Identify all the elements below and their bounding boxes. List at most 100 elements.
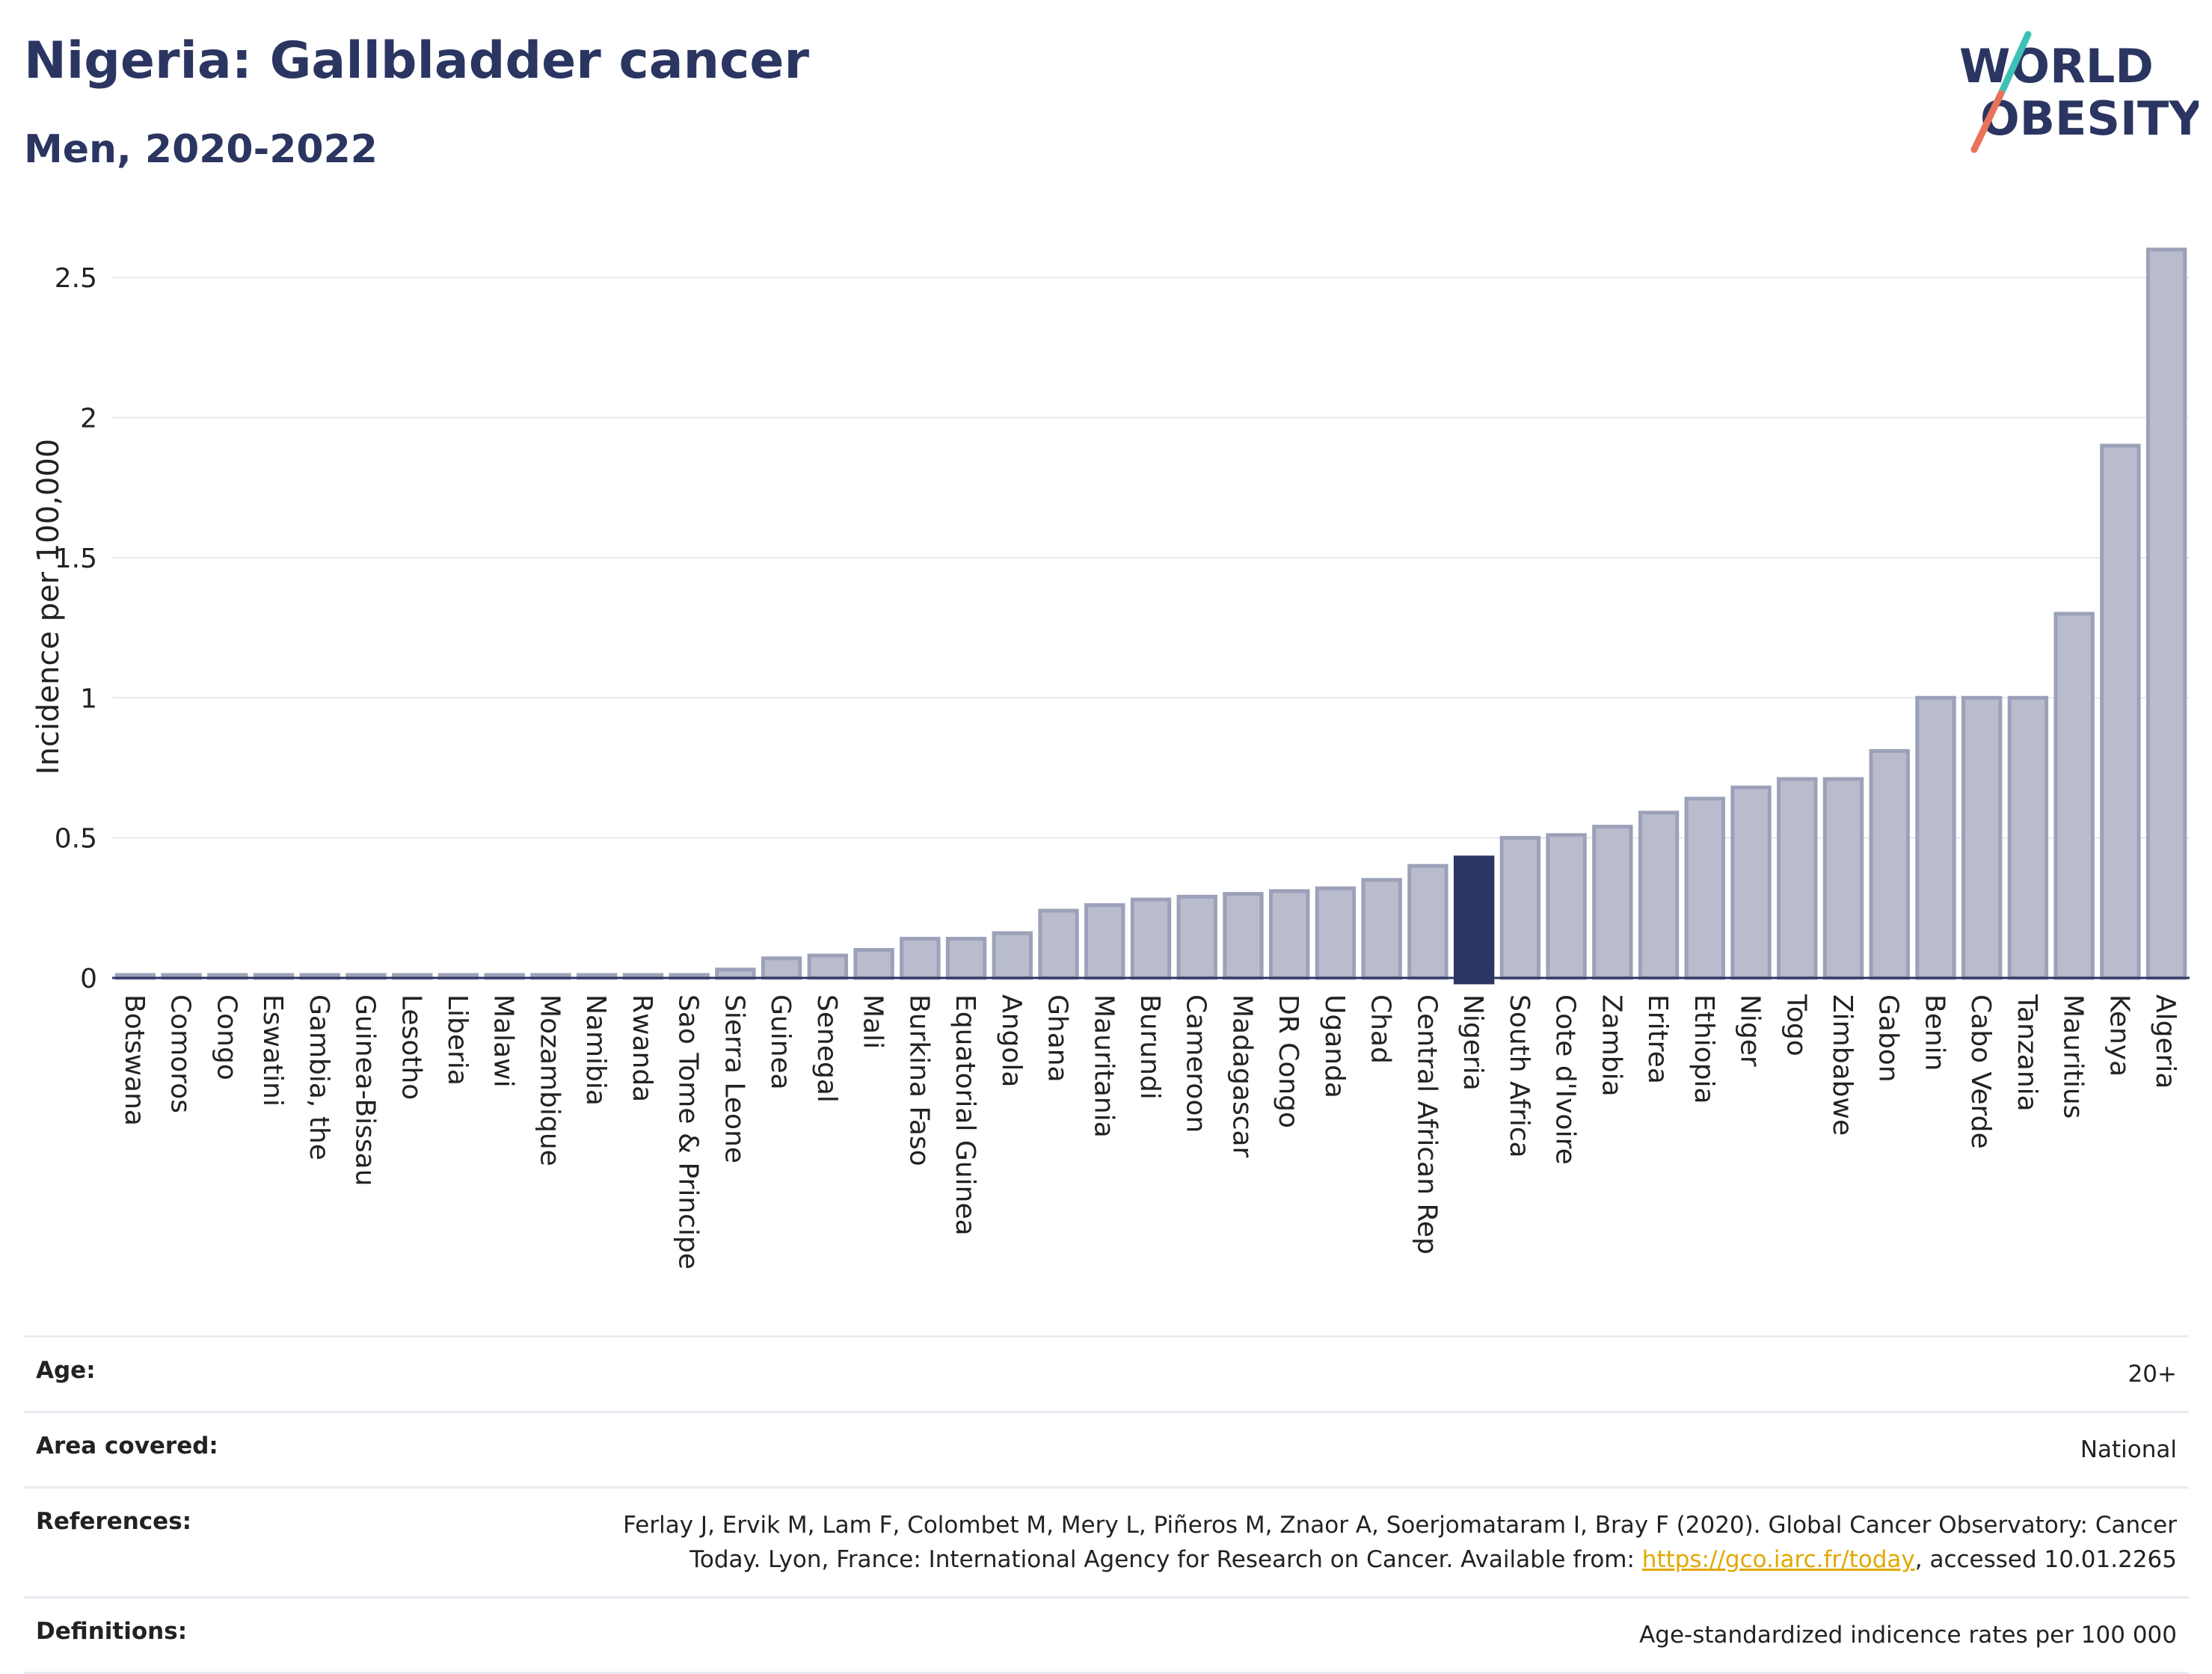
bar [1730, 785, 1772, 980]
x-tick-label: DR Congo [1273, 994, 1303, 1128]
meta-row-age: Age: 20+ [24, 1335, 2189, 1411]
bar [945, 937, 987, 980]
x-tick-label: Sierra Leone [719, 994, 749, 1163]
x-tick-label: Burkina Faso [903, 994, 934, 1166]
bar [1915, 695, 1956, 980]
bar [2145, 247, 2187, 980]
bar [900, 937, 941, 980]
x-tick-label: Comoros [165, 994, 196, 1113]
x-tick-label: Togo [1781, 994, 1811, 1056]
x-tick-label: Liberia [442, 994, 473, 1086]
bar [1269, 889, 1310, 980]
meta-label-references: References: [36, 1508, 192, 1535]
x-tick-label: Algeria [2150, 994, 2181, 1089]
bar [1777, 777, 1818, 980]
bar [1130, 897, 1172, 980]
bar [1869, 748, 1910, 980]
bar [1315, 886, 1357, 980]
x-tick-label: Mozambique [534, 994, 565, 1166]
x-tick-label: Sao Tome & Principe [673, 994, 704, 1270]
x-tick-label: Mali [858, 994, 888, 1049]
y-tick-label: 0.5 [55, 824, 97, 855]
x-tick-label: Congo [211, 994, 242, 1080]
y-tick-label: 2.5 [55, 263, 97, 294]
x-tick-label: Madagascar [1226, 994, 1257, 1158]
x-tick-label: Uganda [1319, 994, 1350, 1098]
x-tick-label: Central African Rep [1411, 994, 1442, 1255]
x-tick-label: Zambia [1596, 994, 1626, 1097]
bar [853, 948, 894, 980]
x-tick-label: Cote d'Ivoire [1550, 994, 1581, 1165]
reference-line2-post: , accessed 10.01.2265 [1914, 1546, 2177, 1573]
bar [1592, 825, 1633, 980]
x-tick-label: Ghana [1042, 994, 1073, 1083]
x-tick-label: South Africa [1504, 994, 1534, 1158]
y-tick-label: 1.5 [55, 544, 97, 574]
bar [1499, 836, 1541, 980]
y-axis-title: Incidence per 100,000 [31, 439, 66, 775]
bar [715, 967, 756, 980]
reference-line2-pre: Today. Lyon, France: International Agenc… [689, 1546, 1642, 1573]
bar [2100, 443, 2141, 980]
x-tick-label: Guinea [765, 994, 796, 1090]
y-tick-label: 1 [80, 683, 97, 714]
bar [992, 931, 1033, 980]
x-tick-label: Angola [996, 994, 1027, 1087]
meta-label-area: Area covered: [36, 1433, 218, 1459]
x-tick-label: Eritrea [1642, 994, 1673, 1084]
x-tick-label: Mauritania [1088, 994, 1119, 1138]
logo-slash-top [1997, 31, 2032, 97]
bar-highlight [1453, 855, 1495, 985]
x-tick-label: Burundi [1134, 994, 1165, 1100]
page-subtitle: Men, 2020-2022 [24, 127, 378, 172]
x-tick-label: Chad [1365, 994, 1396, 1064]
bar [1361, 878, 1402, 980]
meta-row-definitions: Definitions: Age-standardized indicence … [24, 1596, 2189, 1674]
meta-value-definitions: Age-standardized indicence rates per 100… [1639, 1622, 2177, 1649]
logo-line2: OBESITY [1980, 91, 2199, 146]
bar [1084, 903, 1125, 980]
x-tick-label: Namibia [580, 994, 611, 1106]
x-tick-label: Gabon [1873, 994, 1904, 1083]
x-tick-label: Botswana [119, 994, 150, 1126]
y-tick-label: 2 [80, 404, 97, 434]
bar [2007, 695, 2049, 980]
x-tick-label: Niger [1735, 994, 1766, 1067]
reference-line1: Ferlay J, Ervik M, Lam F, Colombet M, Me… [623, 1512, 2177, 1539]
x-tick-label: Malawi [488, 994, 519, 1088]
reference-link[interactable]: https://gco.iarc.fr/today [1641, 1546, 1915, 1573]
meta-label-age: Age: [36, 1357, 96, 1384]
x-tick-label: Ethiopia [1689, 994, 1719, 1104]
meta-value-age: 20+ [2127, 1361, 2177, 1388]
meta-value-references: Ferlay J, Ervik M, Lam F, Colombet M, Me… [623, 1508, 2177, 1577]
bar [1038, 908, 1079, 980]
page-title: Nigeria: Gallbladder cancer [24, 31, 810, 90]
x-tick-label: Lesotho [396, 994, 426, 1100]
bar [1223, 892, 1264, 980]
x-tick-label: Mauritius [2058, 994, 2089, 1118]
bar [1546, 833, 1587, 980]
y-tick-label: 0 [80, 964, 97, 994]
bar-chart: 0 0.5 1 1.5 2 2.5 Incidence per 100,000 Botswan… [31, 247, 2190, 1270]
meta-value-area: National [2080, 1436, 2177, 1463]
meta-row-area: Area covered: National [24, 1411, 2189, 1486]
x-tick-label: Eswatini [257, 994, 288, 1107]
meta-row-references: References: Ferlay J, Ervik M, Lam F, Co… [24, 1486, 2189, 1596]
x-tick-label: Tanzania [2012, 994, 2042, 1112]
meta-label-definitions: Definitions: [36, 1618, 188, 1645]
bar [1684, 796, 1725, 980]
x-tick-label: Gambia, the [304, 994, 334, 1160]
logo-line1: WORLD [1959, 39, 2154, 93]
x-tick-label: Nigeria [1457, 994, 1488, 1091]
world-obesity-logo: WORLD OBESITY [1959, 31, 2199, 153]
x-tick-label: Cameroon [1181, 994, 1211, 1133]
bar [1176, 894, 1217, 980]
x-tick-label: Equatorial Guinea [950, 994, 980, 1236]
logo-slash-bottom [1970, 90, 2005, 153]
bar [1638, 810, 1680, 980]
bar [761, 956, 802, 980]
bar [1407, 864, 1448, 980]
bar [1961, 695, 2003, 980]
bar [1822, 777, 1864, 980]
x-tick-label: Benin [1919, 994, 1950, 1071]
